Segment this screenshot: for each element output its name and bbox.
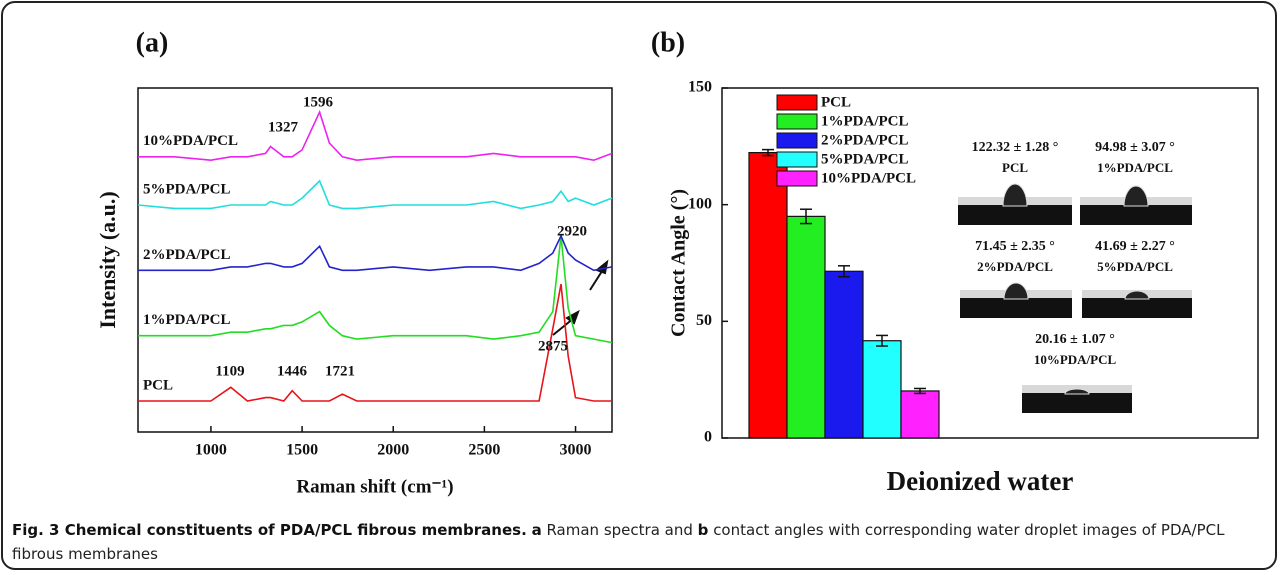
peak-annotation: 2875 <box>538 338 568 354</box>
series-label: 10%PDA/PCL <box>143 133 238 149</box>
error-bar <box>762 148 774 157</box>
series-label: 1%PDA/PCL <box>143 312 231 328</box>
plot-frame <box>137 87 613 433</box>
x-tick-label: 2500 <box>468 442 500 459</box>
droplet-substrate <box>1082 298 1192 318</box>
plot-frame <box>721 87 1259 439</box>
x-tick-label: 2000 <box>377 442 409 459</box>
legend-label: 1%PDA/PCL <box>821 113 909 129</box>
y-tick-label: 50 <box>696 312 712 329</box>
droplet <box>1123 185 1149 207</box>
panel-label: (b) <box>651 27 685 58</box>
y-tick-label: 100 <box>688 195 712 212</box>
legend-swatch <box>776 132 818 149</box>
error-bar <box>914 387 926 395</box>
caption-text: Raman spectra and <box>546 521 693 539</box>
series-label: PCL <box>143 377 173 393</box>
bar <box>862 340 902 439</box>
x-tick-label: 1500 <box>286 442 318 459</box>
droplet-substrate <box>1080 205 1192 225</box>
spectrum <box>137 179 613 210</box>
sample-label: PCL <box>1002 160 1028 175</box>
legend-swatch <box>776 94 818 111</box>
peak-annotation: 1109 <box>215 363 244 379</box>
spectrum <box>138 233 613 272</box>
legend-label: 5%PDA/PCL <box>821 151 909 167</box>
spectrum <box>138 109 613 162</box>
y-tick-label: 150 <box>688 79 712 96</box>
error-bar <box>800 208 812 225</box>
peak-annotation: 1721 <box>325 363 355 379</box>
x-tick-label: 1000 <box>195 442 227 459</box>
droplet-substrate <box>960 298 1072 318</box>
contact-angle-label: 71.45 ± 2.35 ° <box>975 239 1055 254</box>
contact-angle-label: 20.16 ± 1.07 ° <box>1035 332 1115 347</box>
sample-label: 10%PDA/PCL <box>1034 352 1117 367</box>
series-label: 5%PDA/PCL <box>143 181 231 197</box>
bar <box>786 215 826 439</box>
y-tick-label: 0 <box>704 429 712 446</box>
error-bar <box>876 334 888 347</box>
droplet-substrate <box>958 205 1072 225</box>
bar <box>748 151 788 439</box>
sample-label: 2%PDA/PCL <box>977 259 1053 274</box>
caption-title: Fig. 3 Chemical constituents of PDA/PCL … <box>12 521 527 539</box>
y-axis-title: Contact Angle (°) <box>668 189 690 337</box>
category-label: Deionized water <box>887 466 1074 496</box>
caption-text: b <box>697 521 709 539</box>
legend-swatch <box>776 151 818 168</box>
spectrum <box>138 235 613 344</box>
peak-annotation: 1446 <box>277 363 308 379</box>
peak-annotation: 2920 <box>557 223 587 239</box>
series-label: 2%PDA/PCL <box>143 247 231 263</box>
bar <box>900 390 940 439</box>
droplet <box>1124 290 1150 300</box>
bar <box>824 270 864 439</box>
contact-angle-label: 122.32 ± 1.28 ° <box>972 140 1059 155</box>
legend-swatch <box>776 170 818 187</box>
x-axis-title: Raman shift (cm⁻¹) <box>296 476 453 497</box>
droplet <box>1003 282 1029 300</box>
error-bar <box>838 265 850 278</box>
contact-angle-label: 41.69 ± 2.27 ° <box>1095 239 1175 254</box>
droplet <box>1002 183 1028 207</box>
droplet <box>1064 388 1090 395</box>
x-tick-label: 3000 <box>560 442 592 459</box>
peak-annotation: 1327 <box>268 119 299 135</box>
spectrum <box>138 283 612 402</box>
legend-label: 10%PDA/PCL <box>821 170 916 186</box>
legend-label: 2%PDA/PCL <box>821 132 909 148</box>
arrows <box>552 259 609 336</box>
arrow-head <box>565 309 580 325</box>
caption: Fig. 3 Chemical constituents of PDA/PCL … <box>12 518 1274 566</box>
contact-angle-label: 94.98 ± 3.07 ° <box>1095 140 1175 155</box>
legend-swatch <box>776 113 818 130</box>
droplet-substrate <box>1022 393 1132 413</box>
panel-label: (a) <box>136 27 169 58</box>
peak-annotation: 1596 <box>303 94 334 110</box>
sample-label: 1%PDA/PCL <box>1097 160 1173 175</box>
sample-label: 5%PDA/PCL <box>1097 259 1173 274</box>
caption-text: a <box>531 521 542 539</box>
y-axis-title: Intensity (a.u.) <box>95 191 120 329</box>
caption-text: contact angles with corresponding water … <box>12 521 1225 563</box>
legend-label: PCL <box>821 94 851 110</box>
